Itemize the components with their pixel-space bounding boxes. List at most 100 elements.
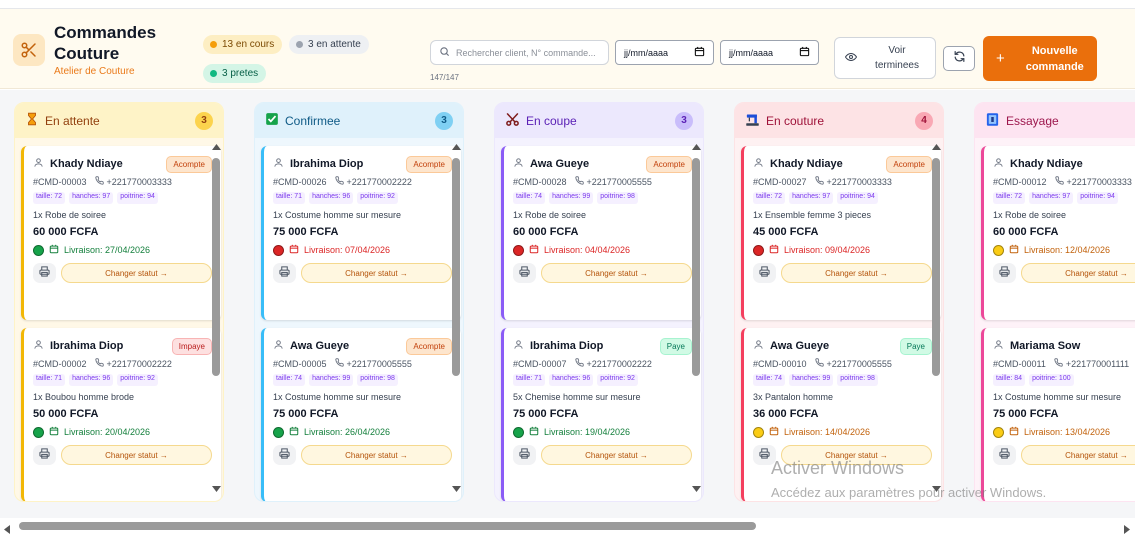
print-button[interactable]	[993, 263, 1016, 283]
calendar-icon[interactable]	[694, 46, 705, 59]
calendar-icon	[289, 244, 299, 256]
scroll-thumb[interactable]	[212, 158, 220, 376]
phone-text: +221770005555	[826, 358, 892, 369]
user-icon	[513, 337, 524, 355]
order-item: 1x Robe de soiree	[513, 210, 587, 220]
order-card[interactable]: Mariama Sow #CMD-00011 +221770001111 taille…	[981, 328, 1135, 501]
change-status-button[interactable]: Changer statut →	[301, 263, 452, 283]
user-icon	[753, 155, 764, 173]
new-order-button[interactable]: + Nouvelle commande	[983, 36, 1097, 81]
change-status-button[interactable]: Changer statut →	[61, 263, 212, 283]
change-status-button[interactable]: Changer statut →	[781, 445, 932, 465]
order-card[interactable]: Awa Gueye Paye #CMD-00010 +221770005555 tail…	[741, 328, 941, 501]
order-card[interactable]: Awa Gueye Acompte #CMD-00028 +221770005555 t…	[501, 146, 701, 320]
calendar-icon[interactable]	[799, 46, 810, 59]
change-status-button[interactable]: Changer statut →	[541, 263, 692, 283]
calendar-icon	[1009, 426, 1019, 438]
order-card[interactable]: Ibrahima Diop Acompte #CMD-00026 +221770002…	[261, 146, 461, 320]
print-button[interactable]	[33, 263, 56, 283]
order-card[interactable]: Khady Ndiaye Acompte #CMD-00027 +2217700033…	[741, 146, 941, 320]
card-meta: #CMD-00002 +221770002222	[33, 358, 212, 369]
scroll-down-icon[interactable]	[691, 486, 701, 494]
view-done-button[interactable]: Voir terminees	[834, 37, 936, 79]
column-scrollbar[interactable]	[451, 142, 461, 494]
print-button[interactable]	[33, 445, 56, 465]
delivery-date: Livraison: 13/04/2026	[1024, 427, 1111, 437]
date-to-field[interactable]: jj/mm/aaaa	[720, 40, 819, 65]
scroll-thumb[interactable]	[452, 158, 460, 376]
order-card[interactable]: Khady Ndiaye Acompte #CMD-00003 +2217700033…	[21, 146, 221, 320]
scroll-right-icon[interactable]	[1124, 521, 1130, 539]
scroll-thumb[interactable]	[692, 158, 700, 376]
order-card[interactable]: Khady Ndiaye #CMD-00012 +221770003333 taill…	[981, 146, 1135, 320]
client-name: Awa Gueye	[530, 158, 590, 170]
change-status-button[interactable]: Changer statut →	[541, 445, 692, 465]
order-item: 1x Ensemble femme 3 pieces	[753, 210, 872, 220]
order-item: 1x Costume homme sur mesure	[273, 210, 402, 220]
phone-icon	[94, 358, 104, 369]
user-icon	[33, 155, 44, 173]
date-from-field[interactable]: jj/mm/aaaa	[615, 40, 714, 65]
phone-text: +221770005555	[586, 176, 652, 187]
order-ref: #CMD-00028	[513, 176, 567, 187]
card-actions: Changer statut →	[513, 445, 692, 465]
search-box[interactable]	[430, 40, 609, 65]
card-meta: #CMD-00028 +221770005555	[513, 176, 692, 187]
ready-badge[interactable]: 3 pretes	[203, 64, 267, 83]
scroll-up-icon[interactable]	[451, 144, 461, 152]
scroll-down-icon[interactable]	[931, 486, 941, 494]
measurement-tag: hanches: 97	[789, 192, 834, 204]
measurement-tag: taille: 71	[33, 374, 66, 386]
change-status-button[interactable]: Changer statut →	[301, 445, 452, 465]
change-status-button[interactable]: Changer statut →	[1021, 445, 1135, 465]
card-actions: Changer statut →	[753, 263, 932, 283]
print-button[interactable]	[753, 263, 776, 283]
order-card[interactable]: Ibrahima Diop Impaye #CMD-00002 +2217700022…	[21, 328, 221, 501]
horizontal-scrollbar[interactable]	[0, 518, 1135, 534]
client-name: Awa Gueye	[770, 340, 830, 352]
scroll-down-icon[interactable]	[211, 486, 221, 494]
column-scrollbar[interactable]	[691, 142, 701, 494]
order-price: 60 000 FCFA	[993, 226, 1059, 238]
phone-text: +221770003333	[106, 176, 172, 187]
refresh-button[interactable]	[943, 46, 975, 71]
print-button[interactable]	[273, 445, 296, 465]
scroll-thumb[interactable]	[19, 522, 756, 530]
scroll-down-icon[interactable]	[451, 486, 461, 494]
status-dot-icon	[210, 70, 217, 77]
payment-status-badge: Paye	[659, 337, 692, 355]
print-button[interactable]	[273, 263, 296, 283]
scroll-thumb[interactable]	[932, 158, 940, 376]
scroll-up-icon[interactable]	[931, 144, 941, 152]
waiting-badge[interactable]: 3 en attente	[289, 35, 369, 54]
print-button[interactable]	[753, 445, 776, 465]
order-price: 60 000 FCFA	[513, 226, 579, 238]
card-actions: Changer statut →	[993, 445, 1135, 465]
print-button[interactable]	[513, 263, 536, 283]
print-button[interactable]	[993, 445, 1016, 465]
measurement-tag: taille: 84	[993, 374, 1026, 386]
print-button[interactable]	[513, 445, 536, 465]
measurement-tag: taille: 74	[753, 374, 786, 386]
scissors-logo-icon	[13, 34, 45, 66]
order-card[interactable]: Ibrahima Diop Paye #CMD-00007 +221770002222…	[501, 328, 701, 501]
change-status-button[interactable]: Changer statut →	[61, 445, 212, 465]
order-item: 1x Robe de soiree	[993, 210, 1067, 220]
column-scrollbar[interactable]	[211, 142, 221, 494]
scroll-up-icon[interactable]	[211, 144, 221, 152]
order-item: 3x Pantalon homme	[753, 392, 834, 402]
order-card[interactable]: Awa Gueye Acompte #CMD-00005 +221770005555 t…	[261, 328, 461, 501]
printer-icon	[39, 264, 50, 282]
scroll-up-icon[interactable]	[691, 144, 701, 152]
search-input[interactable]	[456, 47, 606, 58]
measurement-tag: poitrine: 92	[117, 374, 158, 386]
order-item: 5x Chemise homme sur mesure	[513, 392, 641, 402]
in-progress-badge[interactable]: 13 en cours	[203, 35, 283, 54]
change-status-button[interactable]: Changer statut →	[1021, 263, 1135, 283]
column-scrollbar[interactable]	[931, 142, 941, 494]
urgency-dot-icon	[993, 244, 1004, 256]
delivery-date: Livraison: 07/04/2026	[304, 245, 391, 255]
change-status-button[interactable]: Changer statut →	[781, 263, 932, 283]
phone-text: +221770002222	[346, 176, 412, 187]
scroll-left-icon[interactable]	[4, 521, 10, 539]
